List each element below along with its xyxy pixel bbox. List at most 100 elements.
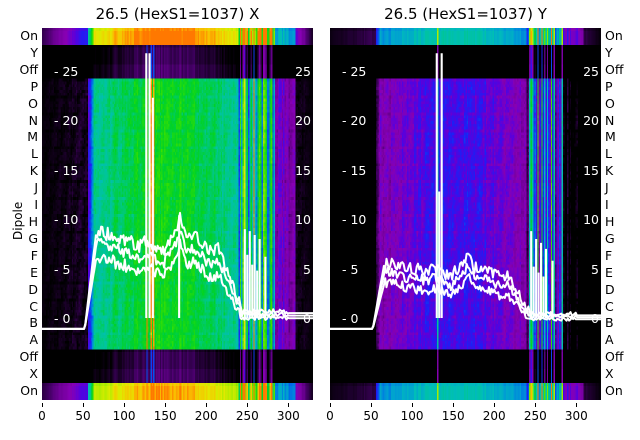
x-tick-label: 200 (194, 409, 218, 423)
category-label-right-3: P (605, 78, 613, 94)
inner-ytick-right: 20 (583, 113, 599, 129)
category-label-right-9: J (605, 180, 609, 196)
category-label-right-2: Off (605, 61, 624, 77)
inner-ytick-right: 20 (295, 113, 311, 129)
x-tick-label: 150 (153, 409, 177, 423)
x-tick-label: 250 (235, 409, 259, 423)
x-tick-label: 50 (75, 409, 91, 423)
overlay-y (330, 53, 601, 330)
inner-ytick-left: - 0 (54, 311, 71, 326)
inner-ytick-right: 15 (295, 162, 311, 178)
x-tick-label: 100 (400, 409, 424, 423)
x-tick-label: 300 (564, 409, 588, 423)
category-label-left-17: B (29, 315, 38, 331)
inner-ytick-left: - 10 (54, 212, 79, 228)
category-label-right-5: N (605, 112, 615, 128)
x-tick-label: 250 (523, 409, 547, 423)
x-tick-mark (453, 403, 455, 407)
category-label-left-21: On (20, 383, 38, 399)
category-label-left-9: J (34, 180, 38, 196)
category-label-left-14: E (30, 264, 38, 280)
x-tick-label: 150 (441, 409, 465, 423)
category-label-left-3: P (30, 78, 38, 94)
category-label-left-12: G (28, 230, 38, 246)
category-label-right-18: A (605, 332, 614, 348)
inner-ytick-left: - 20 (54, 113, 79, 129)
inner-ytick-left: - 20 (342, 113, 367, 129)
x-tick-label: 50 (363, 409, 379, 423)
category-label-right-11: H (605, 213, 615, 229)
category-label-left-11: H (28, 213, 38, 229)
category-label-right-21: On (605, 383, 623, 399)
inner-ytick-left: - 25 (54, 64, 79, 79)
inner-ytick-right: 0 (591, 311, 599, 326)
category-label-left-4: O (28, 95, 38, 111)
heatmap-image-x (42, 28, 313, 400)
inner-ytick-left: - 5 (342, 261, 359, 277)
white-trace-1 (42, 230, 313, 330)
inner-ytick-right: 15 (583, 162, 599, 178)
heatmap-image-y (330, 28, 601, 400)
category-label-right-7: L (605, 146, 612, 162)
category-label-right-15: D (605, 281, 615, 297)
x-tick-mark (330, 403, 331, 407)
x-tick-mark (288, 403, 290, 407)
category-label-right-1: Y (605, 44, 613, 60)
category-label-left-5: N (28, 112, 38, 128)
x-tick-label: 0 (38, 409, 46, 423)
x-tick-mark (412, 403, 414, 407)
category-label-left-16: C (29, 298, 38, 314)
inner-ytick-right: 10 (295, 212, 311, 228)
x-tick-mark (42, 403, 43, 407)
inner-ytick-right: 5 (591, 261, 599, 277)
inner-ytick-left: - 25 (342, 64, 367, 79)
category-label-left-20: X (29, 366, 38, 382)
category-label-left-10: I (34, 197, 38, 213)
category-label-right-6: M (605, 129, 616, 145)
x-tick-mark (371, 403, 373, 407)
x-tick-mark (247, 403, 249, 407)
category-label-left-1: Y (30, 44, 38, 60)
category-label-left-18: A (29, 332, 38, 348)
category-label-right-19: Off (605, 349, 624, 365)
category-label-right-4: O (605, 95, 615, 111)
category-label-right-17: B (605, 315, 614, 331)
panel-title-x: 26.5 (HexS1=1037) X (95, 5, 260, 23)
category-label-left-19: Off (19, 349, 38, 365)
category-label-left-15: D (28, 281, 38, 297)
x-tick-mark (206, 403, 208, 407)
category-label-left-8: K (29, 163, 38, 179)
inner-ytick-left: - 0 (342, 311, 359, 326)
inner-ytick-left: - 15 (342, 162, 367, 178)
x-tick-mark (165, 403, 167, 407)
category-label-left-0: On (20, 27, 38, 43)
x-tick-label: 200 (482, 409, 506, 423)
heatmap-panel-x[interactable]: - 25 25 - 20 20 - 15 15 - 10 10 - 5 5 - 0 0 (42, 28, 313, 400)
category-label-left-13: F (30, 247, 38, 263)
category-label-right-14: E (605, 264, 613, 280)
white-trace-0 (42, 211, 313, 330)
inner-ytick-right: 10 (583, 212, 599, 228)
category-label-right-20: X (605, 366, 614, 382)
category-label-right-8: K (605, 163, 614, 179)
inner-ytick-left: - 10 (342, 212, 367, 228)
inner-ytick-left: - 15 (54, 162, 79, 178)
category-label-right-16: C (605, 298, 614, 314)
white-trace-2 (330, 273, 601, 330)
overlay-x (42, 53, 313, 330)
inner-ytick-right: 5 (303, 261, 311, 277)
category-label-left-6: M (27, 129, 38, 145)
white-trace-1 (330, 262, 601, 330)
category-label-right-12: G (605, 230, 615, 246)
category-label-left-7: L (31, 146, 38, 162)
panel-title-y: 26.5 (HexS1=1037) Y (384, 5, 547, 23)
category-label-left-2: Off (19, 61, 38, 77)
x-tick-mark (124, 403, 126, 407)
x-tick-mark (83, 403, 85, 407)
x-tick-label: 300 (276, 409, 300, 423)
x-tick-mark (535, 403, 537, 407)
heatmap-panel-y[interactable]: - 25 25 - 20 20 - 15 15 - 10 10 - 5 5 - 0 0 (330, 28, 601, 400)
inner-ytick-right: 25 (295, 64, 311, 79)
inner-ytick-right: 0 (303, 311, 311, 326)
